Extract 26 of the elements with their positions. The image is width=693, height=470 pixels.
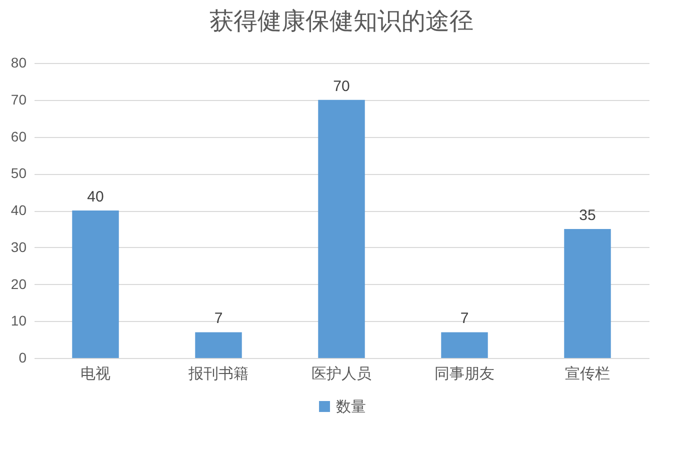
y-tick-label: 0 [18, 350, 27, 366]
data-label: 7 [460, 310, 469, 328]
bar [72, 210, 119, 358]
y-tick-label: 80 [10, 54, 27, 70]
x-tick-label: 报刊书籍 [188, 366, 248, 382]
bar [564, 228, 611, 358]
bar [441, 332, 488, 358]
data-label: 40 [87, 188, 104, 206]
x-tick-label: 电视 [80, 366, 110, 382]
y-tick-label: 20 [10, 276, 27, 292]
y-tick-label: 50 [10, 165, 27, 182]
y-tick-label: 70 [10, 91, 27, 108]
chart-title: 获得健康保健知识的途径 [210, 8, 474, 35]
bar [318, 100, 365, 358]
y-tick-label: 10 [10, 312, 27, 329]
data-label: 35 [579, 206, 596, 224]
legend-label: 数量 [336, 398, 366, 416]
x-tick-label: 医护人员 [312, 366, 372, 382]
data-label: 70 [333, 78, 350, 95]
y-tick-label: 30 [10, 238, 27, 255]
y-tick-label: 40 [10, 202, 27, 218]
x-tick-label: 宣传栏 [565, 366, 610, 382]
x-tick-label: 同事朋友 [434, 366, 494, 382]
bar [195, 332, 242, 358]
data-label: 7 [214, 310, 223, 328]
y-tick-label: 60 [10, 128, 27, 144]
